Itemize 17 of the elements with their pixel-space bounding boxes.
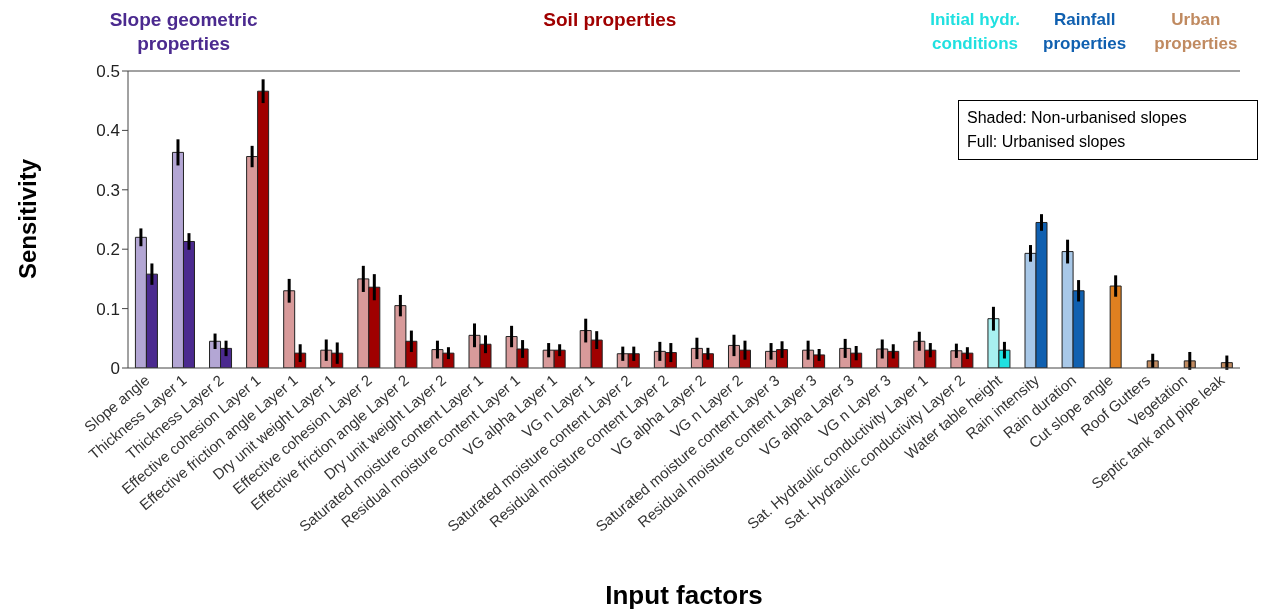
y-tick-label: 0.4 [96,121,120,141]
text: Rainfall properties [1042,9,1128,55]
bar [1109,285,1122,368]
text: Soil properties [542,8,678,32]
annotation: Full: Urbanised slopes [967,132,1127,152]
y-tick-label: 0.2 [96,240,120,260]
text: Urban properties [1153,9,1239,55]
text: Slope geometric properties [108,8,259,56]
y-tick-label: 0 [110,359,120,379]
text: Initial hydr. conditions [929,9,1021,55]
y-tick-label: 0.3 [96,180,120,200]
annotation: Shaded: Non-urbanised slopes [967,108,1188,128]
y-tick-label: 0.5 [96,62,120,82]
key-box: Shaded: Non-urbanised slopes Full: Urbanised slopes [958,100,1258,160]
x-axis-title: Input factors [604,580,764,610]
y-axis-title: Sensitivity [14,158,42,280]
y-tick-label: 0.1 [96,299,120,319]
